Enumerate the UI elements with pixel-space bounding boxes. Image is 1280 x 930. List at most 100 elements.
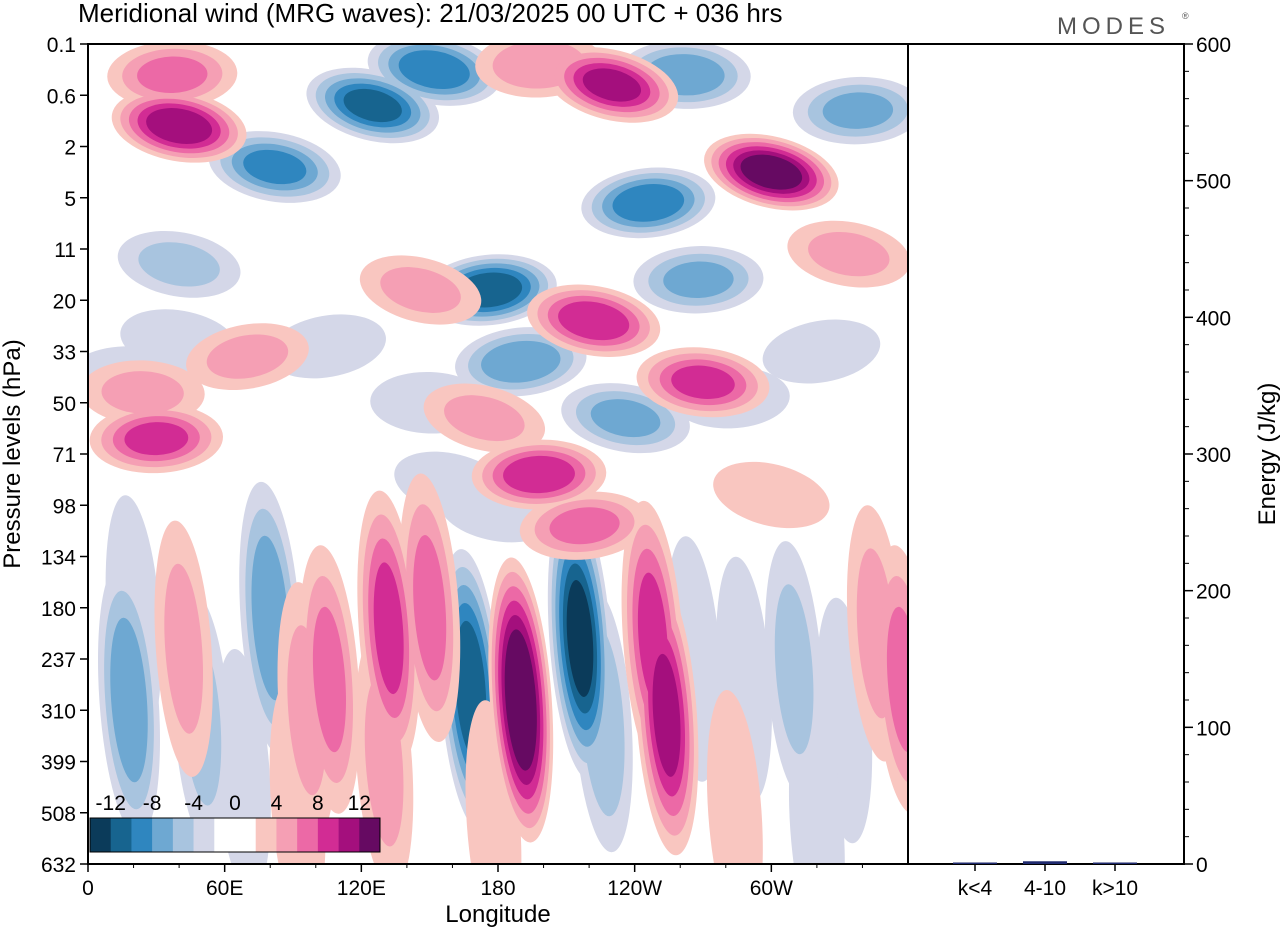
- energy-panel-frame: [907, 43, 1185, 865]
- y-tick-label: 20: [53, 290, 76, 313]
- y-tick-label: 71: [53, 444, 76, 467]
- colorbar-label: 12: [348, 792, 371, 815]
- wind-contour-cell: [481, 340, 561, 383]
- x-tick-label: 0: [82, 877, 94, 900]
- colorbar-swatch: [131, 818, 153, 852]
- logo-registered-mark: ®: [1182, 11, 1189, 21]
- wind-contour-cell: [582, 68, 642, 102]
- y-tick-label: 134: [41, 547, 76, 570]
- y-axis-label: Pressure levels (hPa): [0, 339, 26, 568]
- modes-logo: MODES: [1057, 13, 1170, 40]
- x-tick-label: 120E: [337, 877, 386, 900]
- colorbar-label: 4: [271, 792, 283, 815]
- wind-contour-cell: [713, 461, 830, 529]
- wind-contour-cell: [549, 507, 620, 545]
- energy-bar: [1093, 862, 1137, 864]
- colorbar-swatch: [214, 818, 236, 852]
- wind-contour-cell: [503, 455, 575, 494]
- y-tick-label: 237: [41, 649, 76, 672]
- x-tick-label: 60E: [206, 877, 243, 900]
- y-tick-label: 310: [41, 700, 76, 723]
- energy-category-label: 4-10: [1024, 877, 1066, 900]
- colorbar-label: -8: [143, 792, 162, 815]
- wind-contour-cell: [101, 371, 184, 414]
- y-tick-label: 180: [41, 598, 76, 621]
- energy-tick-label: 0: [1196, 854, 1208, 877]
- wind-contour-cell: [808, 231, 890, 277]
- wind-contour-cell: [774, 584, 814, 755]
- y-tick-label: 50: [53, 393, 76, 416]
- colorbar-swatch: [255, 818, 277, 852]
- wind-contour-cell: [206, 334, 289, 379]
- wind-contour-cell: [590, 399, 661, 438]
- wind-contour-cell: [146, 108, 213, 144]
- wind-contour-cell: [612, 183, 685, 222]
- wind-contour-cell: [558, 301, 630, 341]
- y-tick-label: 5: [64, 188, 76, 211]
- energy-tick-label: 200: [1196, 581, 1231, 604]
- wind-contour-cell: [444, 395, 525, 442]
- wind-contour-field: [88, 44, 908, 864]
- wind-contour-cell: [413, 535, 447, 681]
- wind-contour-cell: [380, 267, 461, 313]
- wind-contour-cell: [762, 319, 881, 384]
- y-axis: 0.1 0.6 2 5 11 20 33 50 71 98 134 180 237 310 399 508 63…: [41, 34, 88, 877]
- colorbar-swatch: [110, 818, 132, 852]
- colorbar-swatch: [235, 818, 257, 852]
- chart-title: Meridional wind (MRG waves): 21/03/2025 …: [78, 0, 783, 28]
- wind-contour-cell: [886, 606, 908, 753]
- energy-tick-label: 500: [1196, 171, 1231, 194]
- colorbar-swatch: [172, 818, 194, 852]
- y-tick-label: 399: [41, 752, 76, 775]
- colorbar-swatch: [90, 818, 112, 852]
- x-tick-label: 60W: [750, 877, 793, 900]
- wind-contour-cell: [364, 676, 404, 847]
- y-tick-label: 0.1: [47, 34, 76, 57]
- energy-tick-label: 100: [1196, 717, 1231, 740]
- wind-contour-cell: [373, 562, 404, 695]
- colorbar-label: 8: [312, 792, 324, 815]
- colorbar-label: -12: [96, 792, 126, 815]
- x-axis: 0 60E 120E 180 120W 60W: [82, 864, 863, 900]
- wind-contour-cell: [137, 56, 208, 93]
- wind-contour-cell: [822, 92, 894, 129]
- colorbar-swatch: [317, 818, 339, 852]
- wind-contour-cell: [671, 365, 735, 399]
- x-axis-label: Longitude: [445, 901, 550, 928]
- wind-contour-cell: [504, 629, 537, 771]
- colorbar-swatch: [359, 818, 381, 852]
- energy-tick-label: 600: [1196, 34, 1231, 57]
- wind-contour-cell: [243, 149, 307, 185]
- positive-wind-layer: [88, 44, 908, 864]
- energy-axis: 0 100 200 300 400 500 600: [1184, 34, 1231, 877]
- wind-contour-cell: [398, 50, 470, 89]
- colorbar-swatch: [152, 818, 174, 852]
- wind-contour-cell: [740, 154, 803, 190]
- x-tick-label: 120W: [607, 877, 662, 900]
- energy-axis-label: Energy (J/kg): [1254, 383, 1280, 526]
- y-tick-label: 632: [41, 854, 76, 877]
- colorbar-label: 0: [229, 792, 241, 815]
- x-tick-label: 180: [480, 877, 515, 900]
- colorbar-swatch: [338, 818, 360, 852]
- wind-contour-cell: [652, 653, 681, 777]
- wind-contour-cell: [110, 617, 148, 783]
- wind-contour-cell: [788, 705, 845, 864]
- energy-bar: [1023, 861, 1067, 864]
- energy-category-label: k>10: [1092, 877, 1138, 900]
- y-tick-label: 33: [53, 342, 76, 365]
- negative-wind-layer: [88, 44, 908, 864]
- y-tick-label: 0.6: [47, 85, 76, 108]
- colorbar-swatch: [193, 818, 215, 852]
- energy-tick-label: 300: [1196, 444, 1231, 467]
- colorbar-swatch: [297, 818, 319, 852]
- wind-contour-cell: [312, 606, 346, 753]
- energy-bar: [953, 862, 997, 864]
- energy-category-label: k<4: [958, 877, 993, 900]
- energy-tick-label: 400: [1196, 307, 1231, 330]
- wind-contour-cell: [343, 88, 402, 123]
- y-tick-label: 508: [41, 803, 76, 826]
- wind-contour-cell: [566, 580, 594, 697]
- colorbar-swatch: [276, 818, 298, 852]
